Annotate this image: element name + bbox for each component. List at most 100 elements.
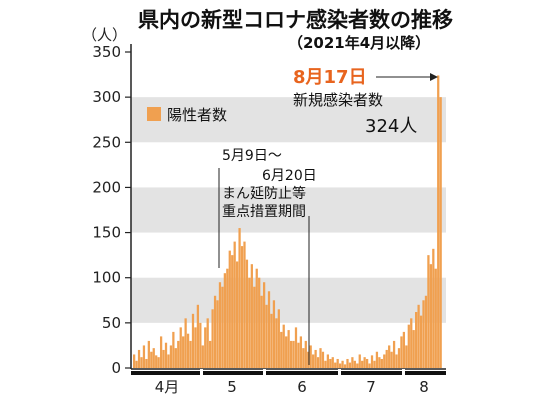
bar bbox=[280, 331, 283, 368]
bar bbox=[331, 357, 334, 368]
y-tick-label: 50 bbox=[102, 314, 121, 332]
bar bbox=[319, 348, 322, 368]
bar bbox=[378, 357, 381, 368]
month-separator bbox=[402, 369, 405, 376]
bar bbox=[358, 354, 361, 368]
bar bbox=[397, 348, 401, 368]
bar bbox=[292, 340, 295, 368]
bar bbox=[314, 349, 317, 368]
bar bbox=[365, 358, 369, 368]
bar bbox=[334, 362, 337, 368]
legend-swatch bbox=[147, 107, 161, 121]
bar bbox=[174, 348, 177, 368]
bar bbox=[407, 324, 410, 368]
bar bbox=[201, 345, 204, 368]
bar bbox=[304, 340, 307, 368]
bar bbox=[211, 309, 214, 368]
bar bbox=[297, 342, 300, 368]
bar bbox=[177, 340, 180, 368]
y-axis-label: （人） bbox=[82, 26, 127, 44]
bar bbox=[155, 355, 158, 368]
bar bbox=[289, 340, 293, 368]
bar bbox=[405, 345, 408, 368]
bar bbox=[373, 360, 376, 368]
bar bbox=[145, 358, 148, 368]
bar bbox=[287, 330, 290, 368]
y-tick-label: 150 bbox=[92, 224, 121, 242]
bar bbox=[285, 336, 288, 368]
bar bbox=[336, 358, 339, 368]
bar bbox=[152, 348, 155, 368]
bar bbox=[265, 304, 268, 368]
bar bbox=[419, 315, 423, 368]
y-tick-label: 250 bbox=[92, 133, 121, 151]
bar bbox=[307, 351, 310, 368]
peak-annotation-label: 新規感染者数 bbox=[293, 91, 383, 109]
bar bbox=[262, 282, 266, 368]
y-tick-label: 0 bbox=[111, 359, 121, 377]
bar bbox=[299, 336, 303, 368]
bar bbox=[248, 277, 251, 368]
chart-title: 県内の新型コロナ感染者数の推移 bbox=[138, 8, 453, 32]
period-annotation-line1: 5月9日～ bbox=[222, 148, 282, 164]
month-labels: 4月 5 6 7 8 bbox=[155, 378, 429, 396]
bar bbox=[137, 349, 141, 368]
bar bbox=[243, 241, 246, 368]
bar bbox=[329, 358, 332, 368]
bar bbox=[343, 364, 347, 368]
month-label: 5 bbox=[227, 378, 237, 396]
bar bbox=[196, 304, 200, 368]
bar bbox=[402, 331, 406, 368]
bar bbox=[272, 300, 276, 368]
peak-annotation-value: 324人 bbox=[365, 116, 417, 137]
bar bbox=[370, 355, 374, 368]
bar bbox=[228, 250, 231, 368]
bar bbox=[194, 327, 197, 368]
month-label: 4月 bbox=[155, 378, 180, 396]
bar bbox=[157, 357, 160, 368]
bar bbox=[339, 363, 342, 368]
y-tick-label: 200 bbox=[92, 178, 121, 196]
grid-band-2 bbox=[131, 187, 446, 233]
bar bbox=[267, 291, 271, 368]
bar bbox=[392, 340, 396, 368]
bar bbox=[383, 354, 386, 368]
bar bbox=[309, 345, 312, 368]
period-annotation-line2: 6月20日 bbox=[262, 168, 317, 184]
bar bbox=[150, 351, 153, 368]
bar bbox=[380, 358, 383, 368]
month-label: 6 bbox=[297, 378, 307, 396]
grid-band-3 bbox=[131, 97, 446, 143]
bar bbox=[140, 357, 143, 368]
bar bbox=[255, 268, 258, 368]
bar bbox=[135, 360, 138, 368]
bar bbox=[324, 360, 327, 368]
bar bbox=[133, 354, 136, 368]
bar bbox=[253, 286, 256, 368]
bar bbox=[348, 362, 352, 368]
bar bbox=[388, 345, 391, 368]
y-tick-label: 350 bbox=[92, 43, 121, 61]
bar bbox=[270, 313, 273, 368]
bar bbox=[432, 248, 435, 368]
bar bbox=[236, 261, 239, 368]
bar bbox=[434, 268, 437, 368]
bar bbox=[233, 241, 236, 368]
bar bbox=[213, 295, 217, 368]
month-separator bbox=[263, 369, 266, 376]
month-separator bbox=[200, 369, 203, 376]
bar bbox=[206, 318, 209, 368]
bar bbox=[179, 327, 182, 368]
bar bbox=[410, 318, 413, 368]
y-tick-label: 100 bbox=[92, 269, 121, 287]
bar bbox=[191, 313, 195, 368]
month-strip bbox=[131, 371, 446, 375]
bar bbox=[169, 345, 173, 368]
bar bbox=[204, 327, 207, 368]
bar bbox=[390, 351, 393, 368]
bar bbox=[226, 268, 229, 368]
bar bbox=[312, 354, 315, 368]
month-label: 8 bbox=[419, 378, 429, 396]
